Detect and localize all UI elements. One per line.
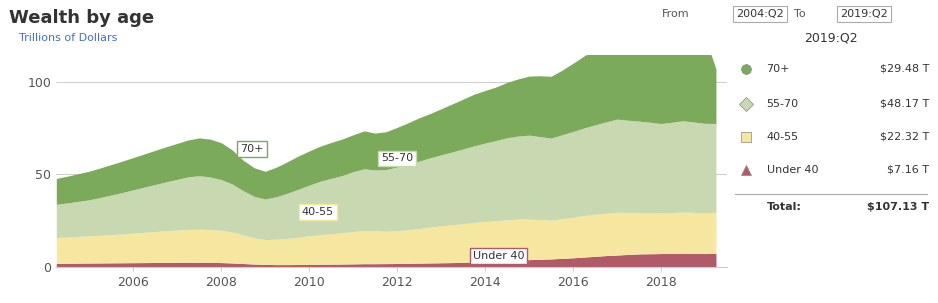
Text: 40-55: 40-55 [766,132,798,142]
Text: Under 40: Under 40 [766,165,818,175]
Text: Wealth by age: Wealth by age [9,9,155,27]
Text: 70+: 70+ [766,64,790,74]
Text: To: To [794,9,806,19]
Text: From: From [662,9,689,19]
Text: 2004:Q2: 2004:Q2 [736,9,783,19]
Text: 55-70: 55-70 [381,153,413,163]
Text: $48.17 T: $48.17 T [880,99,929,109]
Text: 40-55: 40-55 [302,207,334,217]
Text: $7.16 T: $7.16 T [887,165,929,175]
Text: 70+: 70+ [240,144,264,154]
Text: Trillions of Dollars: Trillions of Dollars [20,33,118,43]
Text: $29.48 T: $29.48 T [880,64,929,74]
Text: 2019:Q2: 2019:Q2 [840,9,887,19]
Text: $22.32 T: $22.32 T [880,132,929,142]
Text: Total:: Total: [766,202,801,212]
Text: $107.13 T: $107.13 T [867,202,929,212]
Text: 2019:Q2: 2019:Q2 [804,32,858,45]
Text: 55-70: 55-70 [766,99,798,109]
Text: Under 40: Under 40 [473,251,524,261]
